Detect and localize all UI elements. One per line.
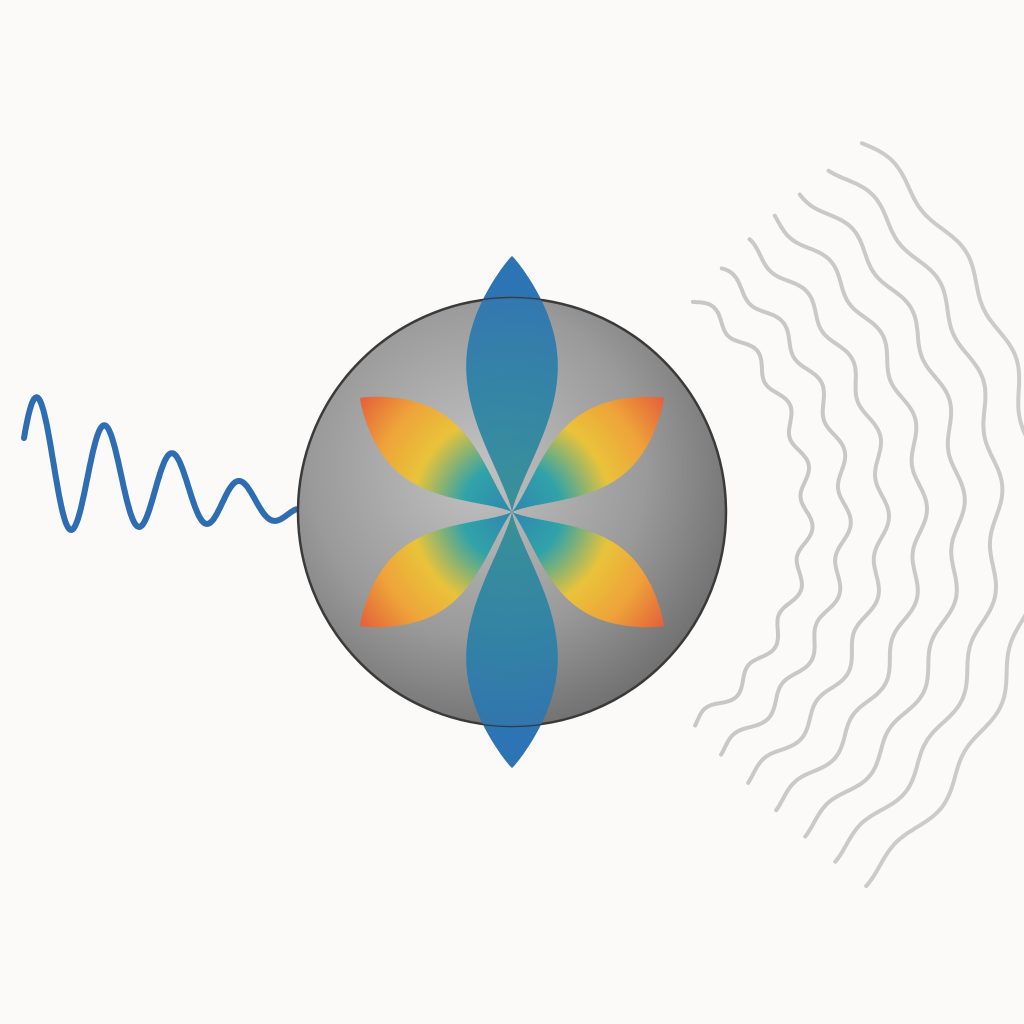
scattered-wavefront	[826, 168, 1005, 864]
scattered-wavefront	[859, 141, 1024, 888]
incident-wave	[21, 394, 299, 533]
scattered-wavefront	[746, 237, 892, 785]
diagonal-lobe	[512, 512, 664, 628]
scattered-wavefronts	[690, 141, 1024, 888]
scattered-wavefront	[797, 192, 967, 839]
diagonal-lobe	[512, 396, 664, 512]
axial-lobes-inner	[466, 298, 558, 726]
scattered-wavefront	[772, 213, 930, 813]
scattered-wavefront	[719, 266, 853, 757]
diagonal-lobe	[360, 396, 512, 512]
diagonal-lobes	[360, 396, 664, 628]
scattered-wavefront	[690, 299, 815, 728]
diagonal-lobe	[360, 512, 512, 628]
axial-lobe-inner	[466, 298, 558, 512]
axial-lobe-inner	[466, 512, 558, 726]
